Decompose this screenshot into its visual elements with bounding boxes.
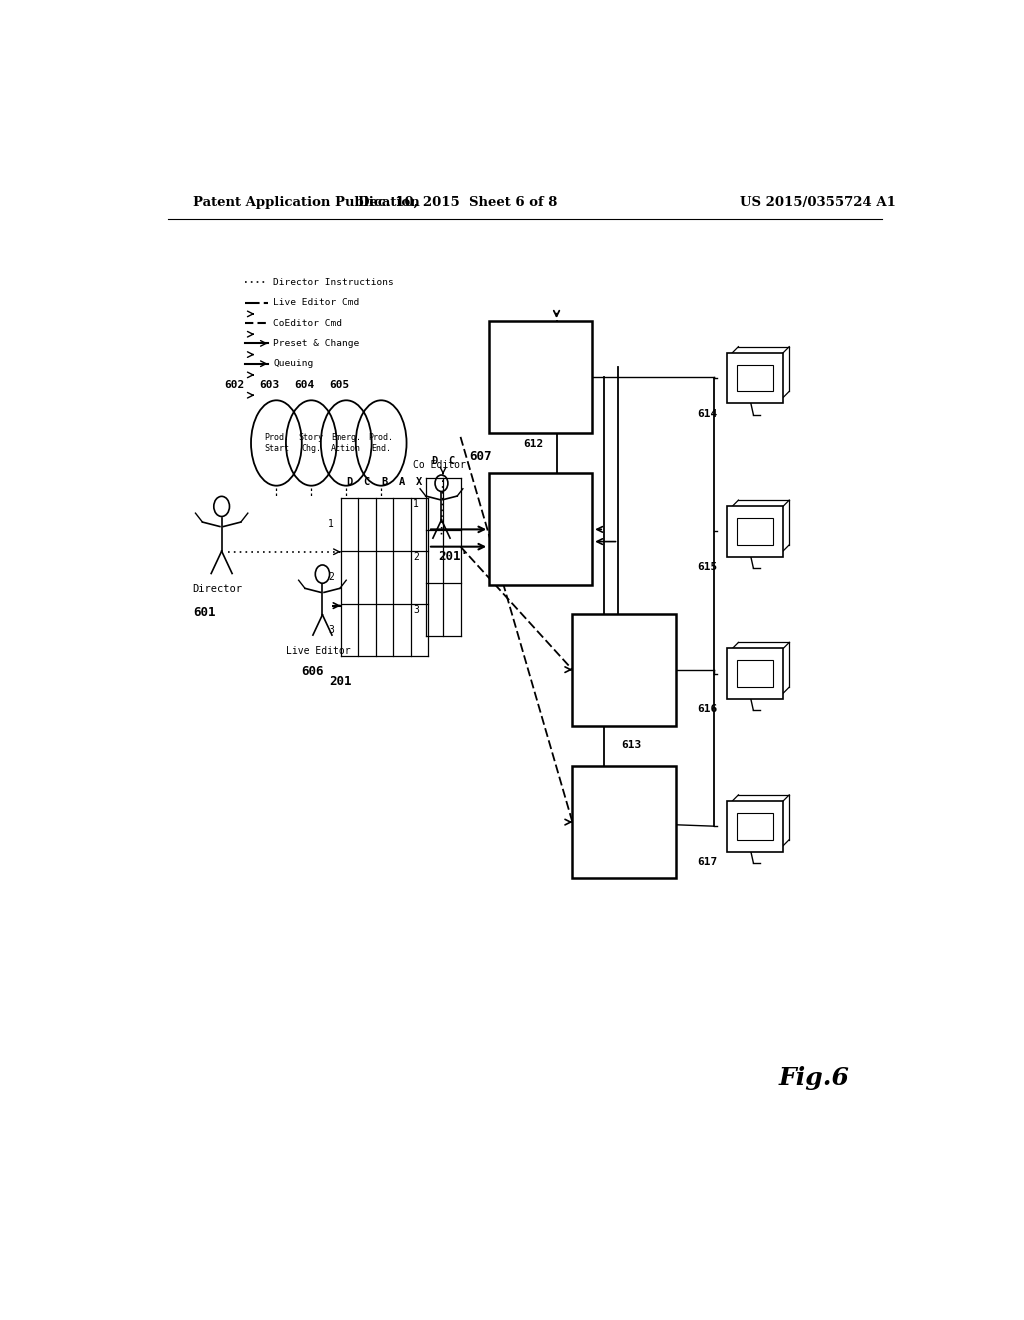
FancyBboxPatch shape	[727, 506, 782, 557]
Text: CoEditor Cmd: CoEditor Cmd	[273, 318, 342, 327]
FancyBboxPatch shape	[572, 614, 676, 726]
Text: 610: 610	[581, 686, 607, 702]
FancyBboxPatch shape	[727, 352, 782, 404]
Text: On Air Story: On Air Story	[503, 350, 579, 359]
Text: Co Editor: Co Editor	[413, 461, 466, 470]
FancyBboxPatch shape	[727, 648, 782, 700]
Text: C: C	[449, 457, 455, 466]
Text: US 2015/0355724 A1: US 2015/0355724 A1	[740, 195, 896, 209]
Text: X: X	[416, 477, 422, 487]
Text: 607: 607	[469, 450, 492, 463]
Text: 615: 615	[697, 562, 718, 572]
Text: Fig.6: Fig.6	[778, 1067, 850, 1090]
Text: D: D	[431, 457, 437, 466]
Text: Live Editor: Live Editor	[286, 647, 351, 656]
Text: Far1 Story: Far1 Story	[593, 643, 655, 652]
FancyBboxPatch shape	[736, 517, 773, 545]
Text: A: A	[398, 477, 404, 487]
Text: Prod.
End.: Prod. End.	[369, 433, 393, 453]
Text: 604: 604	[294, 380, 314, 391]
Text: Emerg.
Action: Emerg. Action	[331, 433, 361, 453]
Text: 613: 613	[621, 741, 641, 750]
Text: 1: 1	[329, 519, 334, 529]
Text: 1: 1	[413, 499, 419, 510]
FancyBboxPatch shape	[489, 321, 592, 433]
Text: Preset & Change: Preset & Change	[273, 339, 359, 348]
Text: Director: Director	[193, 585, 243, 594]
FancyBboxPatch shape	[736, 660, 773, 688]
Text: Next
On Air Story: Next On Air Story	[503, 496, 579, 517]
Text: 2: 2	[413, 552, 419, 562]
FancyBboxPatch shape	[736, 364, 773, 391]
FancyBboxPatch shape	[736, 813, 773, 840]
Text: 606: 606	[301, 665, 324, 677]
Text: Director Instructions: Director Instructions	[273, 279, 394, 286]
Text: Story
Chg.: Story Chg.	[299, 433, 324, 453]
Text: 201: 201	[330, 675, 352, 688]
Text: Live Editor Cmd: Live Editor Cmd	[273, 298, 359, 308]
Text: 614: 614	[697, 408, 718, 418]
Text: 3: 3	[329, 624, 334, 635]
Text: 617: 617	[697, 857, 718, 867]
FancyBboxPatch shape	[727, 801, 782, 851]
Text: Patent Application Publication: Patent Application Publication	[194, 195, 420, 209]
Text: 603: 603	[259, 380, 280, 391]
Text: 616: 616	[697, 705, 718, 714]
Text: 605: 605	[329, 380, 349, 391]
Text: Far2 Story: Far2 Story	[593, 795, 655, 805]
Text: 609: 609	[497, 546, 524, 561]
Text: 2: 2	[329, 572, 334, 582]
Text: 601: 601	[193, 606, 215, 619]
Text: 201': 201'	[438, 550, 468, 562]
FancyBboxPatch shape	[489, 474, 592, 585]
Text: D: D	[346, 477, 352, 487]
Text: 612: 612	[523, 440, 544, 449]
FancyBboxPatch shape	[572, 766, 676, 878]
Text: 3: 3	[413, 605, 419, 615]
Text: 602: 602	[224, 380, 245, 391]
Text: B: B	[381, 477, 387, 487]
Text: Dec. 10, 2015  Sheet 6 of 8: Dec. 10, 2015 Sheet 6 of 8	[357, 195, 557, 209]
Text: C: C	[364, 477, 370, 487]
Text: Queuing: Queuing	[273, 359, 313, 368]
Text: 608: 608	[497, 395, 524, 409]
Text: Prod.
Start: Prod. Start	[264, 433, 289, 453]
Text: 611: 611	[581, 840, 607, 854]
